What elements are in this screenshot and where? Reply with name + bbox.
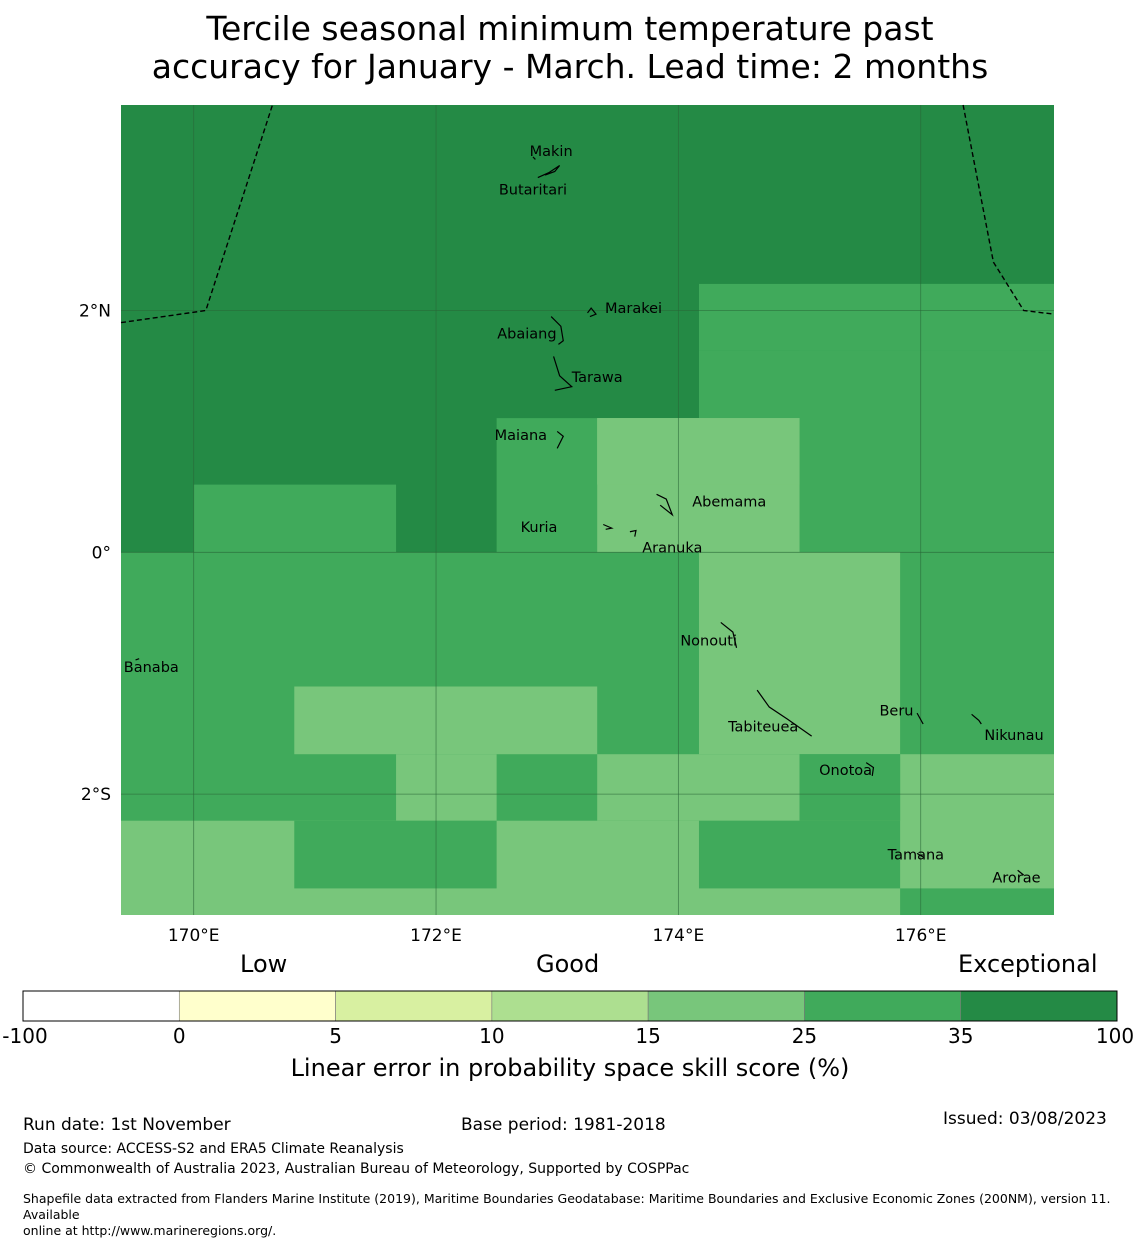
- colorbar: [22, 990, 1118, 1022]
- data-source: Data source: ACCESS-S2 and ERA5 Climate …: [23, 1141, 404, 1157]
- gridlines-layer: [121, 105, 1054, 915]
- skill-cell-18: [799, 754, 901, 821]
- skill-cell-19: [900, 888, 1054, 915]
- map-title: Tercile seasonal minimum temperature pas…: [0, 10, 1140, 86]
- eez-boundary: [120, 104, 274, 324]
- island-label-nonouti: Nonouti: [680, 634, 737, 650]
- title-line-1: Tercile seasonal minimum temperature pas…: [206, 9, 934, 48]
- lon-tick-label: 176°E: [895, 926, 947, 946]
- run-date: Run date: 1st November: [23, 1115, 231, 1135]
- skill-cell-12: [396, 754, 497, 821]
- colorbar-tick-label: 10: [479, 1024, 505, 1048]
- colorbar-tick-label: 35: [947, 1024, 974, 1048]
- eez-boundary: [962, 104, 1055, 315]
- island-outline-onotoa: [865, 762, 875, 777]
- island-outline-kuria: [603, 523, 614, 530]
- skill-cell-17: [698, 820, 901, 889]
- colorbar-segment-good_mid: [647, 990, 805, 1022]
- island-outline-nonouti: [720, 621, 738, 648]
- island-outline-maiana: [556, 430, 565, 449]
- island-outline-tabiteuea: [756, 689, 813, 737]
- colorbar-segment-good_high: [804, 990, 962, 1022]
- colorbar-tick-label: 25: [791, 1024, 818, 1048]
- skill-cell-10: [698, 552, 901, 755]
- skill-cell-3: [799, 283, 1054, 351]
- island-label-aranuka: Aranuka: [642, 540, 702, 556]
- island-label-kuria: Kuria: [521, 520, 558, 536]
- colorbar-segment-low_mid: [335, 990, 493, 1022]
- island-outline-butaritari: [537, 164, 561, 179]
- island-label-nikunau: Nikunau: [984, 728, 1043, 744]
- colorbar-segment-none: [22, 990, 180, 1022]
- base-period: Base period: 1981-2018: [461, 1115, 666, 1135]
- island-outline-abemama: [656, 493, 674, 517]
- skill-cell-15: [900, 754, 1054, 889]
- lat-tick-label: 0°: [92, 543, 111, 563]
- island-label-maiana: Maiana: [495, 428, 547, 444]
- island-label-marakei: Marakei: [605, 301, 662, 317]
- island-label-abaiang: Abaiang: [497, 326, 556, 342]
- island-label-tarawa: Tarawa: [571, 370, 623, 386]
- skill-cell-11: [294, 686, 598, 755]
- island-outline-abaiang: [550, 316, 564, 345]
- lon-tick-label: 174°E: [653, 926, 705, 946]
- skill-cell-6: [193, 484, 397, 553]
- colorbar-label-exceptional: Exceptional: [958, 950, 1098, 978]
- shapefile-credit: Shapefile data extracted from Flanders M…: [23, 1191, 1138, 1239]
- skill-cells-layer: [121, 105, 1054, 915]
- shapefile-credit-line-1: Shapefile data extracted from Flanders M…: [23, 1191, 1111, 1222]
- island-label-makin: Makin: [530, 144, 573, 160]
- colorbar-segment-good_low: [491, 990, 649, 1022]
- island-outline-arorae: [1017, 869, 1025, 876]
- lat-tick-label: 2°N: [79, 302, 111, 322]
- island-label-tabiteuea: Tabiteuea: [727, 719, 798, 735]
- island-outline-tamana: [916, 852, 924, 858]
- skill-cell-16: [294, 820, 497, 889]
- colorbar-outline: [22, 990, 1118, 1022]
- island-outline-aranuka: [629, 529, 637, 537]
- colorbar-tick-label: -100: [2, 1024, 48, 1048]
- island-outline-makin: [532, 156, 536, 160]
- island-label-arorae: Arorae: [992, 871, 1040, 887]
- island-outline-tarawa: [553, 356, 574, 391]
- axis-ticks-layer: 170°E 172°E 174°E 176°E 2°N 0° 2°S: [79, 302, 947, 946]
- lon-tick-label: 170°E: [168, 926, 220, 946]
- issued-date: Issued: 03/08/2023: [943, 1109, 1107, 1129]
- copyright: © Commonwealth of Australia 2023, Austra…: [23, 1161, 690, 1177]
- island-label-butaritari: Butaritari: [499, 183, 567, 199]
- island-label-abemama: Abemama: [692, 495, 766, 511]
- island-outline-banaba: [135, 658, 140, 661]
- colorbar-tick-label: 0: [172, 1024, 186, 1048]
- lon-tick-label: 172°E: [410, 926, 462, 946]
- skill-cell-13: [597, 754, 800, 821]
- colorbar-axis-label: Linear error in probability space skill …: [290, 1054, 850, 1082]
- eez-boundary-layer: [120, 104, 1055, 324]
- skill-cell-9: [597, 418, 800, 485]
- island-outline-nikunau: [971, 713, 982, 725]
- title-line-2: accuracy for January - March. Lead time:…: [151, 47, 989, 86]
- islands-layer: Makin Butaritari Marakei Abaiang Tarawa Maian…: [124, 144, 1044, 887]
- colorbar-segment-exceptional: [960, 990, 1118, 1022]
- island-outline-beru: [916, 712, 924, 725]
- colorbar-segment-low: [178, 990, 336, 1022]
- colorbar-label-good: Good: [536, 950, 600, 978]
- island-label-banaba: Banaba: [124, 660, 179, 676]
- lat-tick-label: 2°S: [81, 785, 111, 805]
- island-label-tamana: Tamana: [887, 848, 944, 864]
- island-outline-marakei: [587, 307, 597, 318]
- colorbar-tick-label: 5: [329, 1024, 342, 1048]
- colorbar-label-low: Low: [240, 950, 288, 978]
- colorbar-tick-label: 15: [635, 1024, 661, 1048]
- island-label-beru: Beru: [879, 704, 913, 720]
- island-label-onotoa: Onotoa: [819, 763, 872, 779]
- colorbar-tick-label: 100: [1095, 1024, 1135, 1048]
- shapefile-credit-line-2: online at http://www.marineregions.org/.: [23, 1223, 277, 1238]
